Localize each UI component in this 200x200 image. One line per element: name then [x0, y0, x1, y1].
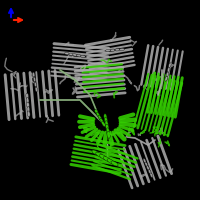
- Ellipse shape: [92, 150, 99, 155]
- Ellipse shape: [119, 48, 124, 51]
- Ellipse shape: [27, 102, 29, 108]
- Ellipse shape: [104, 117, 108, 124]
- Ellipse shape: [145, 162, 148, 167]
- Ellipse shape: [111, 161, 118, 166]
- Ellipse shape: [167, 67, 170, 72]
- Ellipse shape: [100, 118, 104, 124]
- Ellipse shape: [166, 72, 169, 77]
- Ellipse shape: [26, 98, 29, 104]
- Ellipse shape: [100, 154, 107, 159]
- Ellipse shape: [115, 49, 120, 51]
- Ellipse shape: [105, 121, 108, 128]
- Ellipse shape: [80, 55, 85, 58]
- Ellipse shape: [26, 93, 29, 99]
- Ellipse shape: [165, 76, 167, 81]
- Ellipse shape: [27, 106, 30, 112]
- Ellipse shape: [107, 131, 110, 138]
- Ellipse shape: [27, 111, 30, 117]
- Ellipse shape: [73, 54, 77, 56]
- Ellipse shape: [98, 115, 102, 121]
- Ellipse shape: [106, 128, 110, 135]
- Ellipse shape: [106, 124, 109, 131]
- Ellipse shape: [96, 152, 103, 157]
- Ellipse shape: [69, 53, 74, 55]
- Ellipse shape: [106, 49, 111, 52]
- Ellipse shape: [147, 166, 149, 170]
- Ellipse shape: [150, 173, 153, 178]
- Ellipse shape: [95, 109, 98, 115]
- Ellipse shape: [76, 55, 81, 57]
- Ellipse shape: [104, 114, 107, 121]
- Ellipse shape: [169, 63, 171, 68]
- Ellipse shape: [102, 121, 105, 127]
- Ellipse shape: [65, 52, 70, 55]
- Ellipse shape: [34, 82, 37, 87]
- Ellipse shape: [148, 169, 151, 174]
- Ellipse shape: [33, 77, 36, 82]
- Ellipse shape: [107, 159, 114, 164]
- Ellipse shape: [35, 87, 37, 92]
- Ellipse shape: [96, 112, 100, 118]
- Ellipse shape: [33, 72, 35, 77]
- Ellipse shape: [103, 157, 110, 162]
- Ellipse shape: [143, 158, 146, 163]
- Ellipse shape: [110, 49, 115, 51]
